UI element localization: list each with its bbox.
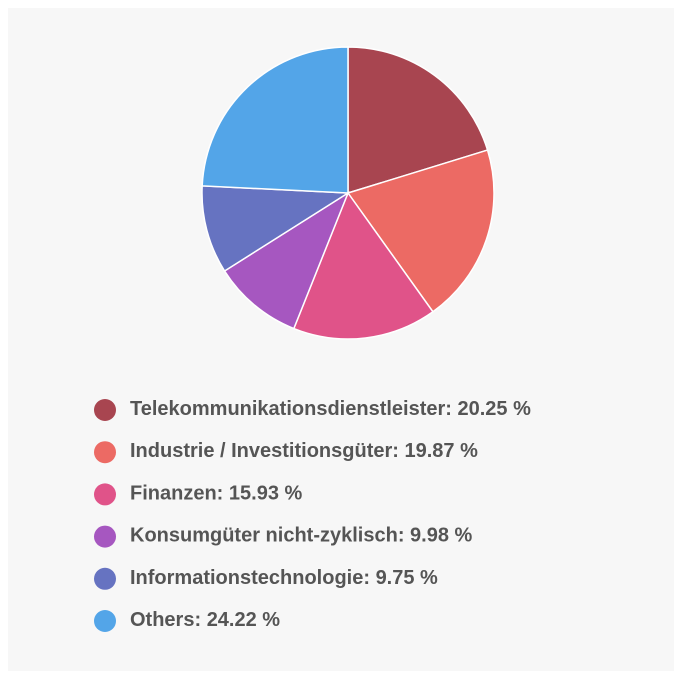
pie-slice [223,191,350,330]
legend-name: Informationstechnologie [130,567,363,589]
legend-swatch [94,610,116,632]
legend-value: 19.87 % [404,440,478,462]
legend-swatch [94,567,116,590]
legend-separator: : [217,483,229,505]
legend-label: Others: 24.22 % [130,609,280,631]
legend-swatch [94,483,116,506]
legend-separator: : [445,398,457,420]
legend-separator: : [194,609,206,631]
legend-name: Others [130,609,194,631]
legend-label: Konsumgüter nicht-zyklisch: 9.98 % [130,525,473,547]
legend-separator: : [392,440,404,462]
legend-label: Industrie / Investitionsgüter: 19.87 % [130,440,478,462]
pie-slice [201,46,349,194]
pie-slice [347,46,489,195]
legend-value: 15.93 % [229,483,303,505]
legend-value: 9.75 % [376,567,438,589]
legend-label: Informationstechnologie: 9.75 % [130,567,438,589]
pie-slice [201,185,351,273]
pie-slice [346,149,495,313]
legend-swatch [94,525,116,548]
legend-value: 20.25 % [458,398,532,420]
legend-name: Finanzen [130,483,217,505]
pie-slice [292,191,434,340]
legend-name: Konsumgüter nicht-zyklisch [130,525,398,547]
legend-label: Finanzen: 15.93 % [130,483,302,505]
legend-name: Industrie / Investitionsgüter [130,440,392,462]
legend-swatch [94,399,116,421]
legend-separator: : [363,567,375,589]
legend-swatch [94,441,116,464]
legend-value: 24.22 % [207,609,281,631]
legend-separator: : [398,525,410,547]
legend-label: Telekommunikationsdienstleister: 20.25 % [130,398,531,420]
legend-value: 9.98 % [410,525,472,547]
legend-name: Telekommunikationsdienstleister [130,398,445,420]
